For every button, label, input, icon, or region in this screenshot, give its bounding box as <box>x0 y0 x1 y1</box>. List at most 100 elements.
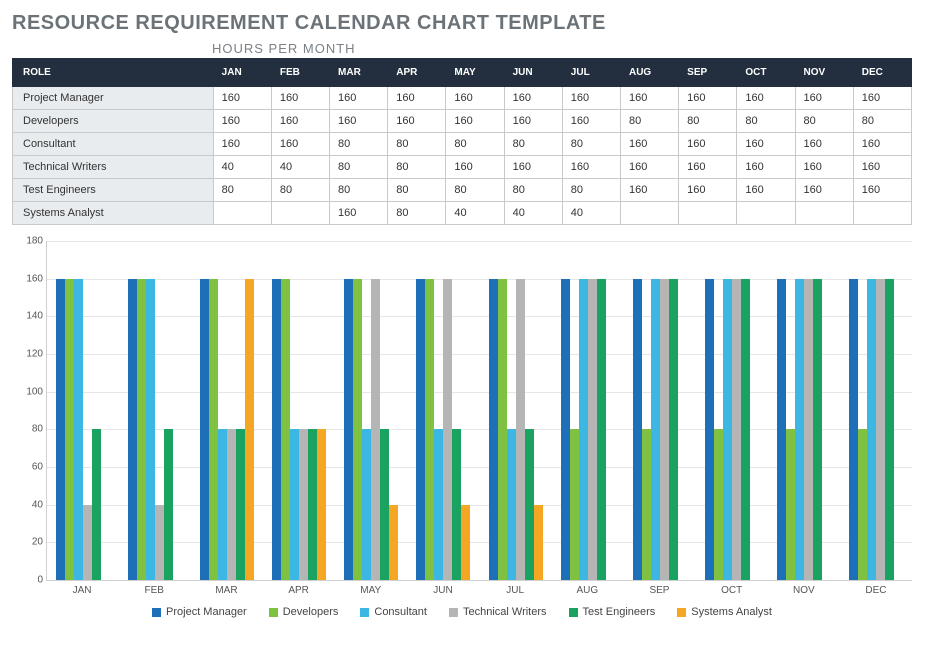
value-cell <box>213 202 271 225</box>
bar <box>83 505 92 580</box>
bar-group <box>768 241 840 580</box>
col-header-month: FEB <box>271 59 329 87</box>
value-cell <box>271 202 329 225</box>
bar <box>425 279 434 580</box>
bar <box>858 429 867 580</box>
bar <box>597 279 606 580</box>
value-cell: 160 <box>737 133 795 156</box>
bar <box>443 279 452 580</box>
value-cell: 160 <box>213 133 271 156</box>
col-header-month: JAN <box>213 59 271 87</box>
bar <box>489 279 498 580</box>
value-cell: 80 <box>620 110 678 133</box>
legend-item: Developers <box>269 606 339 618</box>
legend-swatch <box>360 608 369 617</box>
legend-item: Consultant <box>360 606 427 618</box>
bar <box>777 279 786 580</box>
role-cell: Systems Analyst <box>13 202 214 225</box>
col-header-month: JUL <box>562 59 620 87</box>
page-title: RESOURCE REQUIREMENT CALENDAR CHART TEMP… <box>12 12 918 35</box>
bar <box>92 429 101 580</box>
value-cell: 80 <box>446 133 504 156</box>
x-axis-label: OCT <box>696 581 768 596</box>
bar <box>128 279 137 580</box>
y-axis-label: 0 <box>17 575 43 586</box>
value-cell: 160 <box>620 156 678 179</box>
bar <box>561 279 570 580</box>
legend-swatch <box>269 608 278 617</box>
chart-legend: Project ManagerDevelopersConsultantTechn… <box>12 606 912 618</box>
value-cell: 160 <box>853 156 911 179</box>
bar <box>461 505 470 580</box>
table-row: Systems Analyst16080404040 <box>13 202 912 225</box>
bar <box>236 429 245 580</box>
bar <box>714 429 723 580</box>
resource-bar-chart: 020406080100120140160180 JANFEBMARAPRMAY… <box>12 241 912 618</box>
value-cell: 160 <box>504 110 562 133</box>
bar <box>651 279 660 580</box>
bar <box>146 279 155 580</box>
value-cell: 160 <box>737 179 795 202</box>
bar-group <box>479 241 551 580</box>
value-cell: 80 <box>388 179 446 202</box>
bar-group <box>840 241 912 580</box>
bar-group <box>696 241 768 580</box>
bar <box>795 279 804 580</box>
role-cell: Consultant <box>13 133 214 156</box>
value-cell <box>737 202 795 225</box>
bar <box>344 279 353 580</box>
bar <box>281 279 290 580</box>
value-cell: 160 <box>271 110 329 133</box>
bar <box>516 279 525 580</box>
bar <box>434 429 443 580</box>
legend-item: Systems Analyst <box>677 606 772 618</box>
table-row: Consultant160160808080808016016016016016… <box>13 133 912 156</box>
y-axis-label: 140 <box>17 311 43 322</box>
legend-swatch <box>677 608 686 617</box>
value-cell: 160 <box>853 179 911 202</box>
bar <box>786 429 795 580</box>
value-cell: 80 <box>562 179 620 202</box>
bar <box>299 429 308 580</box>
col-header-month: MAR <box>330 59 388 87</box>
value-cell: 160 <box>853 87 911 110</box>
bar <box>732 279 741 580</box>
col-header-role: ROLE <box>13 59 214 87</box>
y-axis-label: 180 <box>17 236 43 247</box>
value-cell: 160 <box>620 87 678 110</box>
bar <box>371 279 380 580</box>
value-cell: 80 <box>388 133 446 156</box>
x-axis-label: MAY <box>335 581 407 596</box>
value-cell: 80 <box>562 133 620 156</box>
table-row: Technical Writers40408080160160160160160… <box>13 156 912 179</box>
value-cell: 160 <box>679 179 737 202</box>
bar <box>876 279 885 580</box>
legend-label: Technical Writers <box>463 606 547 618</box>
value-cell: 160 <box>388 110 446 133</box>
value-cell: 160 <box>504 156 562 179</box>
value-cell: 160 <box>213 87 271 110</box>
y-axis-label: 160 <box>17 273 43 284</box>
legend-swatch <box>449 608 458 617</box>
value-cell: 160 <box>446 87 504 110</box>
value-cell: 80 <box>330 179 388 202</box>
x-axis-label: JUN <box>407 581 479 596</box>
bar <box>56 279 65 580</box>
value-cell: 80 <box>271 179 329 202</box>
value-cell: 80 <box>737 110 795 133</box>
value-cell: 40 <box>271 156 329 179</box>
value-cell: 80 <box>504 179 562 202</box>
value-cell: 40 <box>504 202 562 225</box>
bar <box>65 279 74 580</box>
value-cell: 160 <box>504 87 562 110</box>
value-cell: 160 <box>213 110 271 133</box>
value-cell: 80 <box>795 110 853 133</box>
value-cell: 160 <box>330 87 388 110</box>
value-cell: 160 <box>795 87 853 110</box>
value-cell: 160 <box>330 110 388 133</box>
value-cell: 80 <box>330 156 388 179</box>
bar <box>507 429 516 580</box>
x-axis-label: JUL <box>479 581 551 596</box>
value-cell: 160 <box>737 87 795 110</box>
value-cell: 160 <box>795 179 853 202</box>
